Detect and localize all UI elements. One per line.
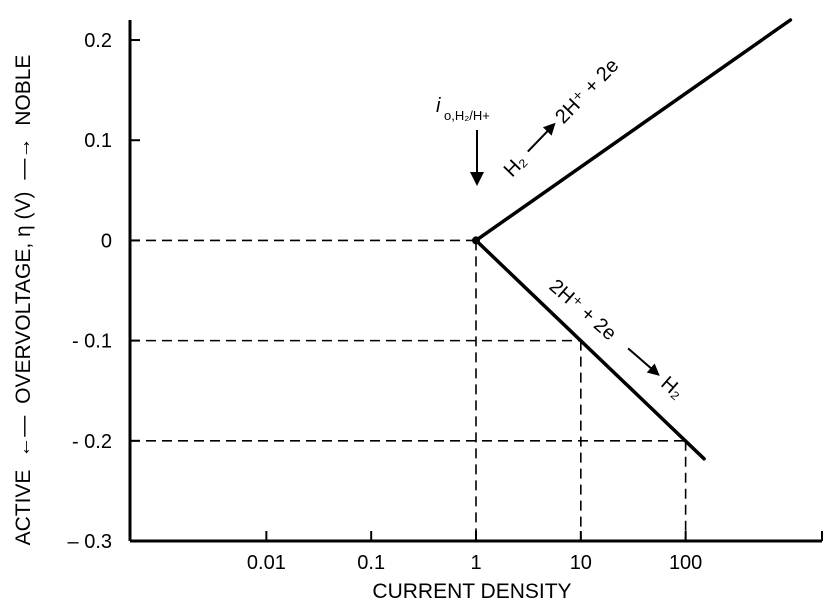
y-axis-title: ACTIVE ←— OVERVOLTAGE, η (V) —→ NOBLE [12, 55, 35, 546]
x-tick-label: 0.01 [247, 552, 286, 574]
x-axis-title: CURRENT DENSITY [372, 580, 571, 603]
y-tick-label: 0 [101, 230, 112, 252]
anodic-line [474, 18, 793, 243]
exchange-current-subscript: o,H₂/H+ [444, 108, 490, 123]
x-tick-label: 100 [669, 552, 702, 574]
y-tick-label: – 0.3 [68, 531, 112, 553]
y-axis-arrow-right: —→ [12, 138, 35, 180]
cathodic-reaction-label: 2H⁺ + 2e H₂ [545, 275, 688, 403]
y-tick-label: - 0.1 [72, 331, 112, 353]
anodic-product: 2H⁺ + 2e [551, 55, 623, 129]
reference-lines [130, 239, 687, 541]
y-axis-arrow-left: ←— [12, 416, 35, 458]
y-tick-label: - 0.2 [72, 431, 112, 453]
x-tick-label: 1 [470, 552, 481, 574]
cathodic-line [474, 238, 706, 461]
y-tick-label: 0.1 [84, 130, 112, 152]
x-tick-label: 10 [570, 552, 592, 574]
anodic-reaction-label: H₂ 2H⁺ + 2e [500, 55, 624, 182]
series-lines [472, 18, 793, 461]
y-axis-title-left: ACTIVE [12, 470, 35, 546]
y-axis-title-middle: OVERVOLTAGE, η (V) [12, 191, 35, 403]
exchange-current-arrow [470, 130, 484, 186]
exchange-current-symbol: i [436, 95, 441, 117]
x-tick-label: 0.1 [357, 552, 385, 574]
tick-labels: – 0.3 - 0.2 - 0.1 0 0.1 0.2 0.01 0.1 1 10 100 [68, 30, 703, 574]
anodic-reactant: H₂ [500, 150, 531, 181]
exchange-current-label: i o,H₂/H+ [436, 95, 490, 123]
exchange-point [472, 236, 480, 245]
y-axis-title-right: NOBLE [12, 55, 35, 126]
svg-text:ACTIVE ←— OVERVOLT: ACTIVE ←— OVERVOLTAGE, η (V) —→ NOBLE [12, 55, 35, 546]
y-tick-label: 0.2 [84, 30, 112, 52]
cathodic-product: H₂ [656, 372, 687, 403]
cathodic-reactant: 2H⁺ + 2e [545, 275, 621, 345]
